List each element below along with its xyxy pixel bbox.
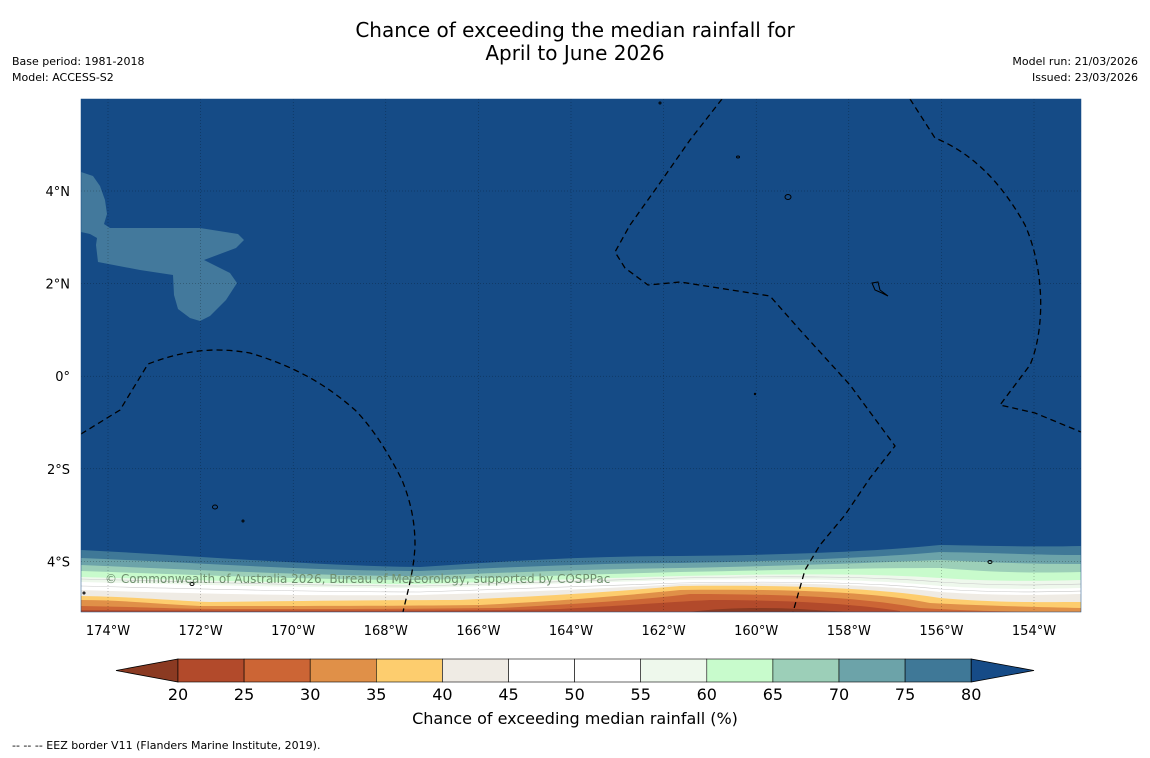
- forecast-map: © Commonwealth of Australia 2026, Bureau…: [46, 98, 1082, 700]
- lat-tick-label: 4°S: [47, 555, 70, 570]
- colorbar-label: Chance of exceeding median rainfall (%): [412, 709, 738, 728]
- title-line-1: Chance of exceeding the median rainfall …: [355, 18, 795, 42]
- lon-tick-label: 154°W: [1012, 624, 1056, 639]
- model-name: Model: ACCESS-S2: [12, 71, 114, 84]
- island: [212, 504, 218, 510]
- eez-border-kiribati-line-east: [909, 99, 1081, 433]
- colorbar-tick-label: 70: [829, 685, 849, 700]
- island: [82, 591, 86, 595]
- colorbar-tick-label: 55: [631, 685, 651, 700]
- island: [784, 194, 792, 200]
- lon-tick-label: 164°W: [549, 624, 593, 639]
- colorbar-over-arrow: [970, 658, 1035, 683]
- colorbar-tick-label: 45: [498, 685, 518, 700]
- colorbar-tick-label: 40: [432, 685, 452, 700]
- lon-tick-label: 162°W: [642, 624, 686, 639]
- lon-tick-label: 168°W: [364, 624, 408, 639]
- colorbar-segment: [706, 658, 774, 683]
- colorbar-tick-label: 20: [168, 685, 188, 700]
- lat-tick-label: 2°S: [47, 463, 70, 478]
- colorbar-tick-label: 30: [300, 685, 320, 700]
- colorbar-segment: [375, 658, 443, 683]
- island: [241, 519, 245, 523]
- band-25: [81, 600, 900, 612]
- colorbar-tick-label: 80: [961, 685, 981, 700]
- colorbar-tick-label: 50: [564, 685, 584, 700]
- colorbar-segment: [838, 658, 906, 683]
- title-line-2: April to June 2026: [485, 41, 665, 65]
- lon-tick-label: 156°W: [919, 624, 963, 639]
- colorbar: 20 25 30 35 40 45 50 55 60 65 70 75 80: [115, 658, 1035, 700]
- colorbar-segment: [177, 658, 245, 683]
- colorbar-segment: [243, 658, 311, 683]
- colorbar-tick-label: 60: [697, 685, 717, 700]
- issued-date: Issued: 23/03/2026: [1031, 71, 1138, 84]
- contour-line: [81, 581, 1081, 593]
- lon-tick-label: 158°W: [827, 624, 871, 639]
- colorbar-segment: [508, 658, 575, 683]
- light-region: [81, 172, 244, 321]
- lat-tick-label: 4°N: [46, 185, 71, 200]
- lat-tick-label: 0°: [55, 370, 70, 385]
- colorbar-tick-label: 65: [763, 685, 783, 700]
- eez-borders: [81, 99, 1081, 612]
- map-frame: [80, 98, 1082, 613]
- band-20: [690, 608, 860, 612]
- lon-tick-label: 174°W: [86, 624, 130, 639]
- contour-line: [81, 576, 1081, 587]
- island: [987, 560, 993, 564]
- island: [658, 101, 662, 105]
- colorbar-segment: [309, 658, 377, 683]
- copyright-notice: © Commonwealth of Australia 2026, Bureau…: [105, 572, 610, 586]
- model-run: Model run: 21/03/2026: [1012, 55, 1138, 68]
- island: [753, 392, 757, 396]
- eez-footnote: -- -- -- EEZ border V11 (Flanders Marine…: [12, 739, 321, 752]
- eez-border-kiribati-phoenix: [81, 349, 416, 612]
- lat-tick-label: 2°N: [46, 278, 71, 293]
- colorbar-segment: [442, 658, 509, 683]
- meta-right: Model run: 21/03/2026 Issued: 23/03/2026: [1012, 54, 1138, 86]
- colorbar-segment: [574, 658, 641, 683]
- islands: [82, 101, 993, 595]
- eez-border-kiribati-line-west: [614, 99, 896, 612]
- lon-tick-label: 172°W: [179, 624, 223, 639]
- colorbar-segment: [772, 658, 840, 683]
- ocean-background: [81, 99, 1081, 612]
- meta-left: Base period: 1981-2018 Model: ACCESS-S2: [12, 54, 144, 86]
- map-title: Chance of exceeding the median rainfall …: [0, 19, 1150, 65]
- island: [871, 281, 889, 297]
- base-period: Base period: 1981-2018: [12, 55, 145, 68]
- island: [189, 582, 195, 586]
- latitude-labels: 4°N 2°N 0° 2°S 4°S: [46, 185, 71, 570]
- lon-tick-label: 170°W: [271, 624, 315, 639]
- colorbar-segment: [904, 658, 972, 683]
- lon-tick-label: 166°W: [456, 624, 500, 639]
- colorbar-under-arrow: [115, 658, 179, 683]
- colorbar-tick-label: 35: [366, 685, 386, 700]
- colorbar-tick-label: 25: [234, 685, 254, 700]
- longitude-labels: 174°W 172°W 170°W 168°W 166°W 164°W 162°W 160°W…: [86, 624, 1056, 639]
- island: [736, 155, 740, 159]
- colorbar-tick-label: 75: [895, 685, 915, 700]
- colorbar-segment: [640, 658, 708, 683]
- lon-tick-label: 160°W: [734, 624, 778, 639]
